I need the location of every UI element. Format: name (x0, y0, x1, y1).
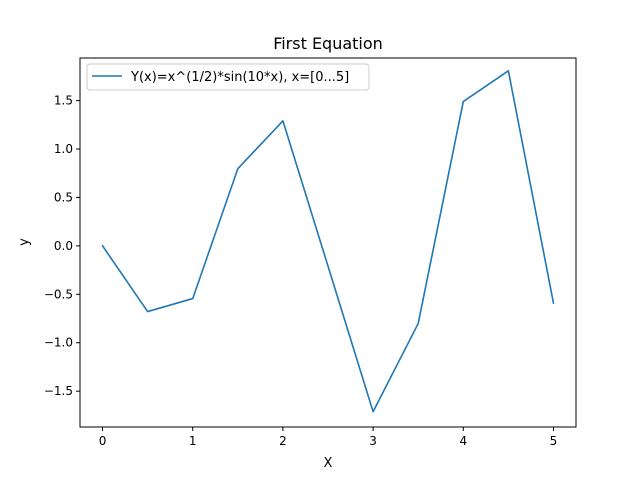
x-tick-label: 1 (189, 434, 197, 448)
legend-entry-label: Y(x)=x^(1/2)*sin(10*x), x=[0...5] (130, 70, 349, 85)
plot-frame (79, 57, 577, 428)
y-tick-label: 1.5 (54, 94, 73, 108)
legend: Y(x)=x^(1/2)*sin(10*x), x=[0...5] (86, 63, 370, 91)
x-tick-label: 5 (550, 434, 558, 448)
y-tick-label: −1.0 (44, 336, 73, 350)
x-tick-label: 2 (279, 434, 287, 448)
chart-title: First Equation (273, 34, 383, 53)
y-tick-label: −1.5 (44, 384, 73, 398)
y-tick-label: 0.0 (54, 239, 73, 253)
y-axis-label: y (17, 238, 32, 246)
chart-marks (101, 69, 555, 413)
y-tick-label: 0.5 (54, 190, 73, 204)
x-tick-label: 4 (459, 434, 467, 448)
x-tick-label: 0 (99, 434, 107, 448)
y-axis-ticks: −1.5 −1.0 −0.5 0.0 0.5 1.0 1.5 (44, 94, 80, 398)
x-tick-label: 3 (369, 434, 377, 448)
legend-box (86, 63, 370, 91)
x-axis-label: X (324, 456, 333, 471)
x-axis-ticks: 0 1 2 3 4 5 (99, 427, 558, 448)
y-tick-label: −0.5 (44, 287, 73, 301)
y-tick-label: 1.0 (54, 142, 73, 156)
